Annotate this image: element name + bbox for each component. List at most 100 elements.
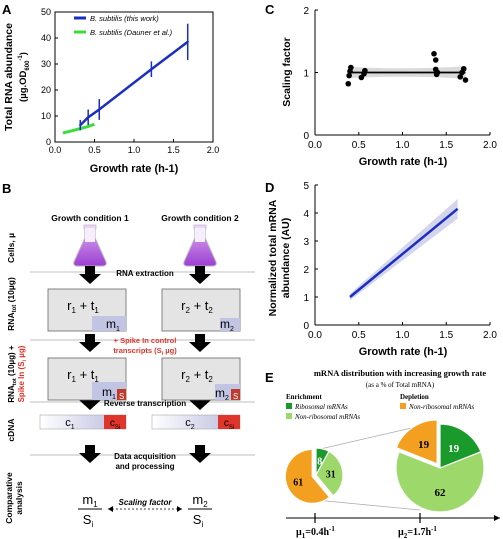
step-data-acquisition: Data acquisition <box>114 452 176 461</box>
scaling-factor-arrow <box>108 506 182 512</box>
fraction-2: m2 Si <box>188 492 212 529</box>
legend-nonribo-label: Non-ribosomal mRNAs <box>294 413 360 421</box>
row-label-spike-2: Spike In (Si µg) <box>17 345 28 402</box>
growth-axis-arrowhead <box>494 515 500 521</box>
row-label-spike: RNAtot (10µg) + <box>7 345 18 403</box>
x-tick-label: 1.5 <box>439 140 453 151</box>
pie-slice-label: 19 <box>448 443 460 455</box>
data-point <box>460 65 467 72</box>
cond2-header: Growth condition 2 <box>161 213 239 223</box>
svg-text:S: S <box>233 392 238 401</box>
x-tick-label: 2.0 <box>483 330 497 341</box>
series-line-this-work <box>79 40 189 126</box>
pie-mu2: 19 62 19 <box>395 419 485 513</box>
x-tick-label: 0.5 <box>88 145 101 155</box>
x-tick-label: 0.0 <box>308 140 322 151</box>
step-rna-extraction: RNA extraction <box>116 269 174 278</box>
y-tick-label: 0 <box>303 321 309 332</box>
panel-d-fit-line <box>349 207 459 298</box>
y-tick-label: 0 <box>46 137 51 147</box>
pie-slice-label: 8 <box>317 457 322 468</box>
panel-d: D 0 1 2 3 4 5 0.0 0.5 1.0 1.5 2.0 Normalized tota… <box>265 180 497 358</box>
data-point <box>348 64 354 71</box>
panel-a-xticks: 0.0 0.5 1.0 1.5 2.0 <box>49 139 219 155</box>
step-reverse-transcription: Reverse transcription <box>104 399 186 408</box>
fraction-1: m1 Si <box>78 492 102 529</box>
data-point <box>434 69 441 76</box>
legend-nonribo-dep-label: Non-ribosomal mRNAs <box>408 403 474 411</box>
y-tick-label: 20 <box>41 85 51 95</box>
panel-c-ylabel: Scaling factor <box>281 37 293 106</box>
x-tick-label: 1.5 <box>439 330 453 341</box>
svg-text:m2: m2 <box>192 492 208 509</box>
y-tick-label: 30 <box>41 59 51 69</box>
svg-text:Si: Si <box>83 512 94 529</box>
svg-text:Si: Si <box>193 512 204 529</box>
step-processing: and processing <box>115 462 174 471</box>
pie-slice <box>395 419 438 465</box>
y-tick-label: 2 <box>303 6 309 17</box>
panel-e-subtitle: (as a % of Total mRNA) <box>366 381 435 389</box>
arrow-icon <box>79 266 211 463</box>
svg-text:cSi: cSi <box>224 418 234 431</box>
panel-d-ylabel-2: abundance (AU) <box>280 218 292 299</box>
x-tick-label: 0.5 <box>352 140 366 151</box>
panel-d-xticks: 0.0 0.5 1.0 1.5 2.0 <box>308 322 497 341</box>
x-tick-label: 0.0 <box>308 330 322 341</box>
pie-slice-label: 61 <box>293 477 303 488</box>
row-label-rna: RNAtot (10µg) <box>6 277 18 331</box>
cdna-strip-2: c2 cSi <box>151 414 241 431</box>
x-tick-label: 1.0 <box>396 330 410 341</box>
y-tick-label: 5 <box>303 181 309 192</box>
legend-ribo-label: Ribosomal mRNAs <box>294 403 348 411</box>
mu2-label: µ2=1.7h-1 <box>398 525 437 539</box>
cdna-strip-1: c1 cSi <box>39 414 127 431</box>
pie-slice <box>395 451 485 513</box>
data-point <box>346 72 352 79</box>
rna-spike-box-1: r1 + t1 m1 S <box>47 357 127 401</box>
svg-text:c1: c1 <box>65 417 75 431</box>
flask-icon <box>73 224 107 267</box>
rna-box-2: r2 + t2 m2 <box>161 288 241 333</box>
row-label-cdna: cDNA <box>6 418 16 441</box>
legend-swatch-nonribo-dep <box>400 403 406 409</box>
y-tick-label: 10 <box>41 111 51 121</box>
pie-slice-label: 62 <box>435 487 447 499</box>
svg-text:r2 + t2: r2 + t2 <box>181 298 213 315</box>
series-line-dauner <box>62 122 95 135</box>
data-point <box>86 116 90 119</box>
y-tick-label: 0 <box>303 131 309 142</box>
y-tick-label: 50 <box>41 7 51 17</box>
legend-swatch-ribo <box>286 403 292 409</box>
panel-e-title: mRNA distribution with increasing growth… <box>314 368 487 378</box>
svg-text:cSi: cSi <box>110 418 120 431</box>
panel-d-ylabel-1: Normalized total mRNA <box>267 199 279 316</box>
data-point <box>186 40 189 44</box>
panel-e-letter: E <box>265 370 274 385</box>
panel-c-xlabel: Growth rate (h-1) <box>359 156 448 168</box>
zoom-connector <box>315 499 421 511</box>
pie-slice <box>315 450 344 497</box>
scaling-factor-label: Scaling factor <box>119 498 173 507</box>
panel-b: B Growth condition 1 Growth condition 2 … <box>2 181 255 529</box>
data-point <box>432 57 439 63</box>
svg-text:m1: m1 <box>82 492 98 509</box>
panel-d-yticks: 0 1 2 3 4 5 <box>303 181 318 332</box>
depletion-label: Depletion <box>400 393 429 401</box>
svg-text:c2: c2 <box>185 417 195 431</box>
zoom-connector <box>315 425 421 451</box>
y-tick-label: 2 <box>303 265 309 276</box>
panel-b-letter: B <box>2 181 11 196</box>
panel-d-letter: D <box>265 180 274 195</box>
svg-text:r1 + t1: r1 + t1 <box>67 367 99 384</box>
mu1-label: µ1=0.4h-1 <box>296 525 335 539</box>
svg-text:r1 + t1: r1 + t1 <box>67 298 99 315</box>
flask-icon <box>183 224 217 267</box>
panel-e: E mRNA distribution with increasing grow… <box>265 368 500 539</box>
x-tick-label: 2.0 <box>483 140 497 151</box>
x-tick-label: 1.0 <box>128 145 141 155</box>
legend-swatch-nonribo <box>286 413 292 419</box>
cond1-header: Growth condition 1 <box>51 213 129 223</box>
data-point <box>431 50 437 57</box>
pie-slice <box>439 423 482 469</box>
